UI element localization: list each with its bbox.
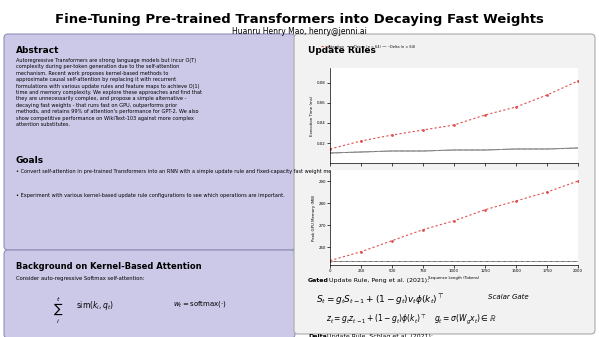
Y-axis label: Execution Time (ms): Execution Time (ms) [310,95,314,135]
Text: Autoregressive Transformers are strong language models but incur O(T)
complexity: Autoregressive Transformers are strong l… [16,58,202,127]
Text: Update Rule, Schlag et al. (2021):: Update Rule, Schlag et al. (2021): [325,334,433,337]
FancyBboxPatch shape [4,34,295,250]
Y-axis label: Peak GPU Memory (MB): Peak GPU Memory (MB) [311,194,316,241]
X-axis label: Sequence Length (Tokens): Sequence Length (Tokens) [428,276,480,280]
Text: • Convert self-attention in pre-trained Transformers into an RNN with a simple u: • Convert self-attention in pre-trained … [16,169,345,174]
FancyBboxPatch shape [294,34,595,334]
Text: $\mathrm{sim}(k_i, q_t)$: $\mathrm{sim}(k_i, q_t)$ [76,299,114,312]
Text: Huanru Henry Mao, henry@jenni.ai: Huanru Henry Mao, henry@jenni.ai [232,27,367,36]
Text: $z_t = g_t z_{t-1} + (1 - g_t) \phi(k_t)^\top \quad g_t = \sigma(W_g x_t) \in \m: $z_t = g_t z_{t-1} + (1 - g_t) \phi(k_t)… [326,312,497,326]
Legend: Attention, Decay (n = 64), Delta (n = 64): Attention, Decay (n = 64), Delta (n = 64… [319,43,416,50]
Text: Update Rule, Peng et al. (2021):: Update Rule, Peng et al. (2021): [327,278,429,283]
Text: Abstract: Abstract [16,46,59,55]
Text: Delta: Delta [308,334,326,337]
Text: Goals: Goals [16,156,44,165]
Text: $w_t = \mathrm{softmax}(\cdot)$: $w_t = \mathrm{softmax}(\cdot)$ [173,299,227,309]
FancyBboxPatch shape [4,250,295,337]
Text: Consider auto-regressive Softmax self-attention:: Consider auto-regressive Softmax self-at… [16,276,144,281]
Text: Fine-Tuning Pre-trained Transformers into Decaying Fast Weights: Fine-Tuning Pre-trained Transformers int… [55,13,543,26]
Text: • Experiment with various kernel-based update rule configurations to see which o: • Experiment with various kernel-based u… [16,193,285,198]
Text: Scalar Gate: Scalar Gate [488,294,529,300]
Text: $S_t = g_t S_{t-1} + (1 - g_t) v_t \phi(k_t)^\top$: $S_t = g_t S_{t-1} + (1 - g_t) v_t \phi(… [316,293,444,307]
Text: Background on Kernel-Based Attention: Background on Kernel-Based Attention [16,262,202,271]
Text: Gated: Gated [308,278,329,283]
Text: Update Rules: Update Rules [308,46,376,55]
Text: $\sum_{i}^{t}$: $\sum_{i}^{t}$ [53,296,63,326]
